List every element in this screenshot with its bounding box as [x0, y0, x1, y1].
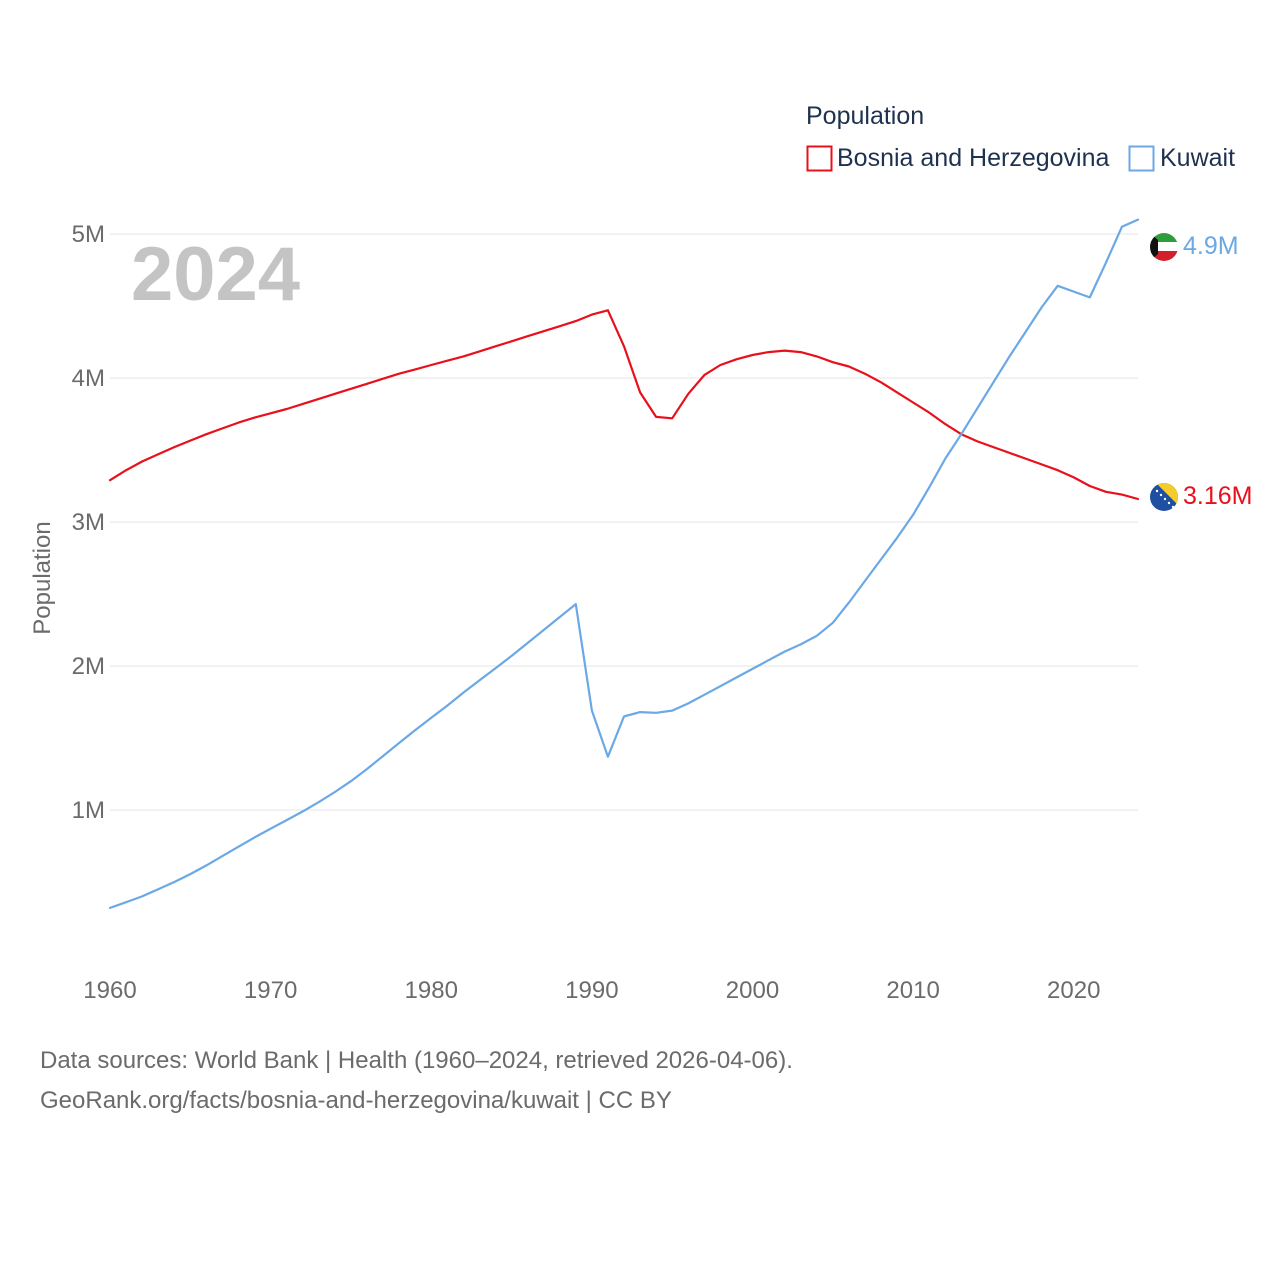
x-tick-label: 1980	[405, 977, 458, 1004]
x-tick-label: 2000	[726, 977, 779, 1004]
x-tick-label: 1990	[565, 977, 618, 1004]
bosnia-flag-icon	[1150, 483, 1178, 511]
end-label-kuwait: 4.9M	[1183, 232, 1239, 260]
x-axis: 1960 1970 1980 1990 2000 2010 2020	[83, 977, 1100, 1004]
legend-label-bosnia[interactable]: Bosnia and Herzegovina	[837, 144, 1109, 172]
x-tick-label: 2020	[1047, 977, 1100, 1004]
kuwait-flag-icon	[1150, 233, 1178, 261]
year-label: 2024	[131, 232, 300, 317]
series-line-kuwait[interactable]	[108, 218, 1140, 910]
y-axis: 1M 2M 3M 4M 5M	[72, 221, 105, 824]
end-label-bosnia: 3.16M	[1183, 482, 1252, 510]
y-axis-label: Population	[29, 521, 56, 634]
source-url-text[interactable]: GeoRank.org/facts/bosnia-and-herzegovina…	[40, 1087, 672, 1114]
legend-swatch-kuwait[interactable]	[1128, 145, 1155, 172]
x-tick-label: 1960	[83, 977, 136, 1004]
y-tick-label: 2M	[72, 653, 105, 680]
legend-title: Population	[806, 102, 924, 130]
legend-label-kuwait[interactable]: Kuwait	[1160, 144, 1235, 172]
y-tick-label: 5M	[72, 221, 105, 248]
grid-lines	[110, 233, 1138, 811]
legend-swatch-bosnia[interactable]	[806, 145, 833, 172]
y-tick-label: 1M	[72, 797, 105, 824]
x-tick-label: 1970	[244, 977, 297, 1004]
series-line-bosnia-and-herzegovina[interactable]	[108, 309, 1140, 501]
legend: Population Bosnia and Herzegovina Kuwait	[806, 102, 1235, 172]
x-tick-label: 2010	[886, 977, 939, 1004]
data-source-text: Data sources: World Bank | Health (1960–…	[40, 1047, 793, 1074]
y-tick-label: 3M	[72, 509, 105, 536]
series-lines	[108, 218, 1140, 910]
y-tick-label: 4M	[72, 365, 105, 392]
